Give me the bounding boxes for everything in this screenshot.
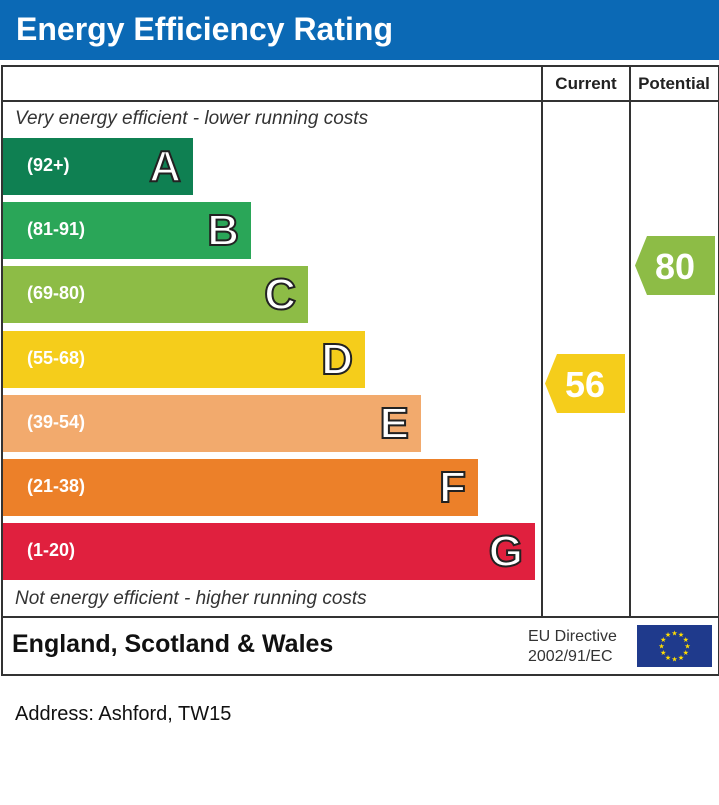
column-divider [629, 65, 631, 617]
band-bar-c: (69-80) C [3, 266, 308, 323]
band-range: (55-68) [27, 348, 86, 368]
star-icon: ★ [660, 649, 666, 657]
band-letter: B [206, 205, 240, 256]
band-range: (39-54) [27, 412, 86, 432]
star-icon: ★ [678, 654, 684, 662]
band-bar-b: (81-91) B [3, 202, 251, 259]
star-icon: ★ [671, 656, 677, 664]
band-range: (81-91) [27, 219, 86, 239]
current-rating-value: 56 [564, 364, 606, 405]
star-icon: ★ [665, 631, 671, 639]
header-banner: Energy Efficiency Rating [0, 0, 719, 60]
band-letter: A [148, 141, 182, 192]
band-letter: D [320, 334, 354, 385]
current-column-header: Current [555, 74, 617, 93]
potential-rating-value: 80 [654, 246, 696, 287]
star-icon: ★ [684, 643, 690, 651]
band-bar-g: (1-20) G [3, 523, 535, 580]
header-divider [1, 100, 718, 102]
band-range: (21-38) [27, 476, 86, 496]
star-icon: ★ [665, 654, 671, 662]
star-icon: ★ [658, 643, 664, 651]
star-icon: ★ [660, 636, 666, 644]
star-icon: ★ [683, 636, 689, 644]
potential-rating-arrow: 80 [635, 236, 715, 295]
footer-divider [1, 616, 718, 618]
chart-title: Energy Efficiency Rating [16, 11, 393, 47]
band-range: (92+) [27, 155, 70, 175]
star-icon: ★ [683, 649, 689, 657]
region-label: England, Scotland & Wales [12, 630, 334, 658]
top-note: Very energy efficient - lower running co… [15, 108, 369, 129]
column-divider [541, 65, 543, 617]
band-bar-d: (55-68) D [3, 331, 365, 388]
band-letter: G [488, 526, 524, 577]
bottom-note: Not energy efficient - higher running co… [15, 588, 367, 609]
band-bar-e: (39-54) E [3, 395, 421, 452]
potential-column-header: Potential [638, 74, 710, 93]
band-letter: E [379, 398, 410, 449]
directive-line2: 2002/91/EC [528, 648, 613, 665]
band-range: (69-80) [27, 283, 86, 303]
band-bar-a: (92+) A [3, 138, 193, 195]
band-letter: F [438, 462, 467, 513]
band-letter: C [263, 269, 297, 320]
eu-directive: EU Directive 2002/91/EC [528, 627, 617, 667]
star-icon: ★ [671, 630, 677, 638]
band-bar-f: (21-38) F [3, 459, 478, 516]
address: Address: Ashford, TW15 [15, 703, 232, 725]
directive-line1: EU Directive [528, 628, 617, 645]
eu-flag-icon: ★ ★★★★★★★★★★★ [637, 625, 712, 667]
current-rating-arrow: 56 [545, 354, 625, 413]
star-icon: ★ [678, 631, 684, 639]
band-range: (1-20) [27, 540, 76, 560]
